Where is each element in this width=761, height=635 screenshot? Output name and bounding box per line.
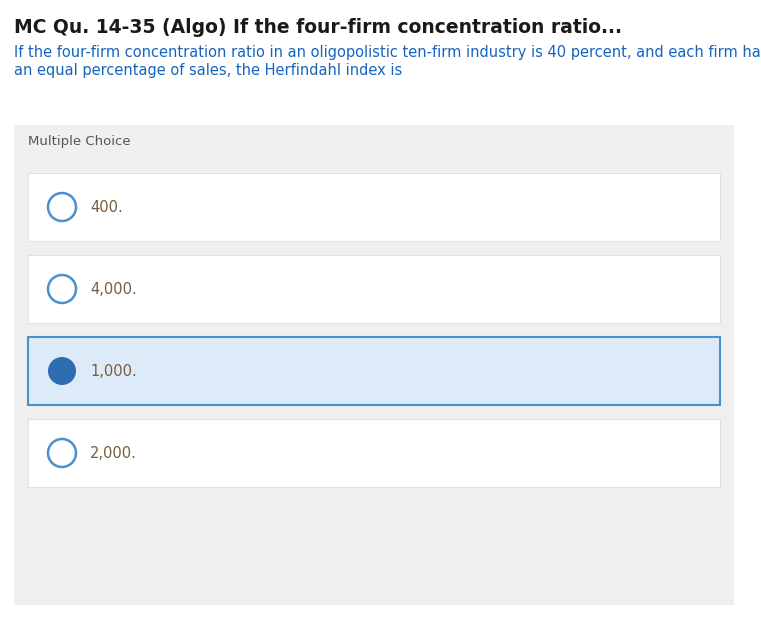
FancyBboxPatch shape [14, 125, 734, 605]
Text: MC Qu. 14-35 (Algo) If the four-firm concentration ratio...: MC Qu. 14-35 (Algo) If the four-firm con… [14, 18, 622, 37]
Text: 4,000.: 4,000. [90, 281, 137, 297]
Text: 1,000.: 1,000. [90, 363, 137, 378]
Circle shape [48, 357, 76, 385]
FancyBboxPatch shape [28, 337, 720, 405]
Text: 400.: 400. [90, 199, 123, 215]
FancyBboxPatch shape [28, 173, 720, 241]
Text: an equal percentage of sales, the Herfindahl index is: an equal percentage of sales, the Herfin… [14, 63, 403, 78]
Text: If the four-firm concentration ratio in an oligopolistic ten-firm industry is 40: If the four-firm concentration ratio in … [14, 45, 761, 60]
FancyBboxPatch shape [28, 419, 720, 487]
Circle shape [48, 275, 76, 303]
FancyBboxPatch shape [28, 255, 720, 323]
Circle shape [48, 439, 76, 467]
Text: 2,000.: 2,000. [90, 446, 137, 460]
Circle shape [48, 193, 76, 221]
Text: Multiple Choice: Multiple Choice [28, 135, 131, 148]
